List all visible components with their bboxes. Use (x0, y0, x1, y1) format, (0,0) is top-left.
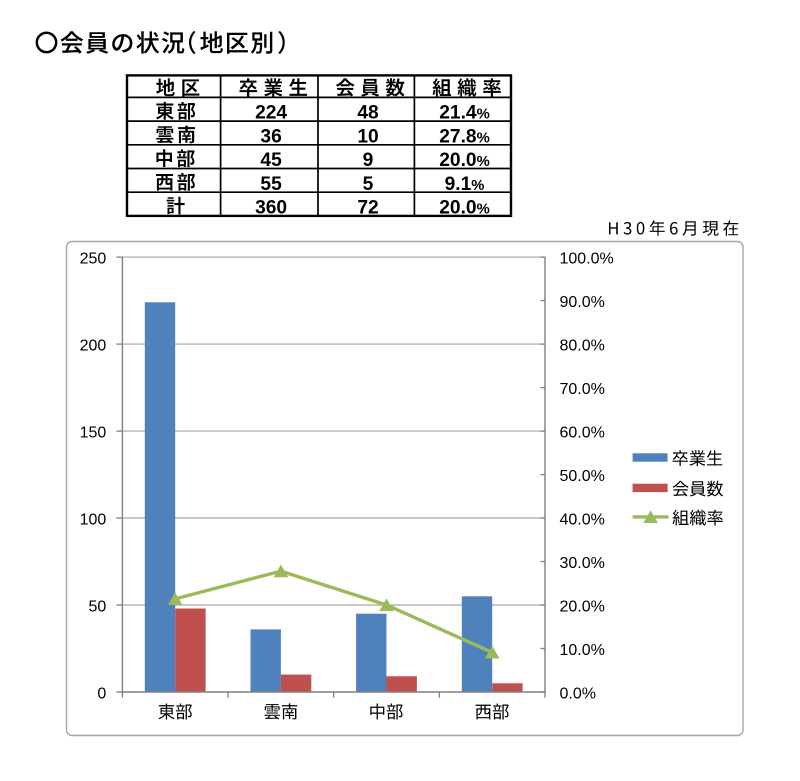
svg-text:250: 250 (80, 251, 107, 268)
svg-text:20.0%: 20.0% (560, 599, 605, 616)
svg-text:80.0%: 80.0% (560, 338, 605, 355)
svg-text:100: 100 (80, 512, 107, 529)
svg-text:20.0%: 20.0% (439, 150, 490, 171)
svg-text:50: 50 (89, 599, 107, 616)
svg-text:360: 360 (255, 198, 287, 219)
svg-text:20.0%: 20.0% (439, 198, 490, 219)
svg-text:48: 48 (357, 103, 379, 124)
svg-text:50.0%: 50.0% (560, 468, 605, 485)
svg-text:60.0%: 60.0% (560, 425, 605, 442)
svg-text:90.0%: 90.0% (560, 294, 605, 311)
svg-text:150: 150 (80, 425, 107, 442)
svg-text:200: 200 (80, 338, 107, 355)
svg-text:55: 55 (260, 174, 282, 195)
svg-text:224: 224 (255, 103, 287, 124)
svg-text:100.0%: 100.0% (560, 251, 614, 268)
svg-text:40.0%: 40.0% (560, 512, 605, 529)
svg-text:27.8%: 27.8% (439, 126, 490, 147)
svg-text:10: 10 (357, 126, 378, 147)
svg-text:9.1%: 9.1% (445, 174, 485, 195)
svg-text:9: 9 (363, 150, 374, 171)
svg-text:0.0%: 0.0% (560, 686, 596, 703)
svg-text:5: 5 (363, 174, 374, 195)
svg-text:36: 36 (260, 126, 281, 147)
svg-text:72: 72 (357, 198, 378, 219)
svg-text:0: 0 (97, 686, 106, 703)
svg-text:70.0%: 70.0% (560, 381, 605, 398)
svg-text:10.0%: 10.0% (560, 642, 605, 659)
svg-text:21.4%: 21.4% (439, 103, 490, 124)
svg-text:45: 45 (260, 150, 282, 171)
svg-text:30.0%: 30.0% (560, 555, 605, 572)
